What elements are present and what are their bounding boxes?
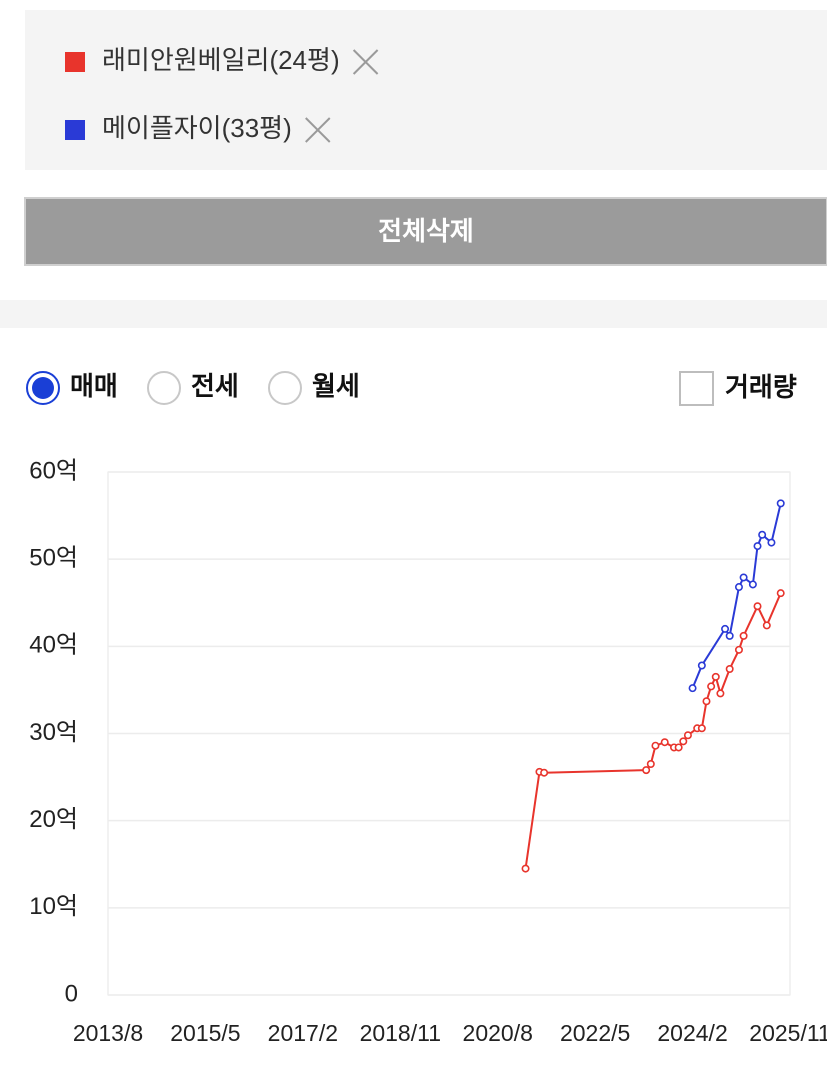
radio-dot: [32, 377, 54, 399]
x-tick-label: 2020/8: [463, 1020, 533, 1046]
legend-swatch: [65, 52, 85, 72]
legend-label: 메이플자이(33평): [102, 113, 292, 143]
data-point: [758, 530, 767, 539]
data-point: [521, 864, 530, 873]
legend-swatch: [65, 120, 85, 140]
x-tick-label: 2025/11: [749, 1020, 827, 1046]
data-point: [762, 621, 771, 630]
x-tick-label: 2013/8: [73, 1020, 143, 1046]
x-tick-label: 2017/2: [268, 1020, 338, 1046]
y-tick-label: 60억: [29, 457, 78, 484]
data-point: [679, 737, 688, 746]
data-point: [651, 741, 660, 750]
selection-panel: [25, 10, 827, 170]
data-point: [725, 631, 734, 640]
data-point: [697, 661, 706, 670]
data-point: [739, 573, 748, 582]
radio-label: 전세: [191, 371, 239, 401]
data-point: [748, 580, 757, 589]
y-tick-label: 30억: [29, 719, 78, 746]
data-point: [660, 738, 669, 747]
y-tick-label: 40억: [29, 632, 78, 659]
data-point: [721, 624, 730, 633]
data-point: [753, 602, 762, 611]
data-point: [697, 724, 706, 733]
data-point: [716, 689, 725, 698]
data-point: [734, 583, 743, 592]
remove-icon[interactable]: [352, 49, 379, 75]
series-line: [691, 503, 782, 689]
y-tick-label: 20억: [29, 806, 78, 833]
legend-label: 래미안원베일리(24평): [102, 45, 340, 75]
x-tick-label: 2024/2: [657, 1020, 727, 1046]
data-point: [646, 760, 655, 769]
y-tick-label: 50억: [29, 545, 78, 572]
y-tick-label: 10억: [29, 893, 78, 920]
y-tick-label: 0: [65, 980, 78, 1007]
data-point: [776, 589, 785, 598]
data-point: [739, 631, 748, 640]
remove-icon[interactable]: [305, 117, 331, 143]
volume-label: 거래량: [725, 372, 797, 402]
x-tick-label: 2018/11: [360, 1020, 441, 1046]
data-point: [707, 682, 716, 691]
volume-checkbox[interactable]: [679, 371, 714, 406]
delete-all-label: 전체삭제: [378, 216, 474, 246]
divider-band: [0, 300, 827, 328]
radio-label: 월세: [312, 371, 360, 401]
data-point: [702, 697, 711, 706]
data-point: [688, 684, 697, 693]
delete-all-button[interactable]: [24, 197, 827, 266]
data-point: [767, 538, 776, 547]
x-tick-label: 2015/5: [170, 1020, 240, 1046]
x-tick-label: 2022/5: [560, 1020, 630, 1046]
data-point: [642, 766, 651, 775]
data-point: [776, 499, 785, 508]
data-point: [540, 768, 549, 777]
data-point: [725, 664, 734, 673]
radio-label: 매매: [70, 371, 118, 401]
data-point: [753, 542, 762, 551]
data-point: [674, 743, 683, 752]
radio-button[interactable]: [268, 371, 302, 405]
data-point: [734, 645, 743, 654]
data-point: [683, 731, 692, 740]
radio-button[interactable]: [147, 371, 181, 405]
data-point: [711, 672, 720, 681]
